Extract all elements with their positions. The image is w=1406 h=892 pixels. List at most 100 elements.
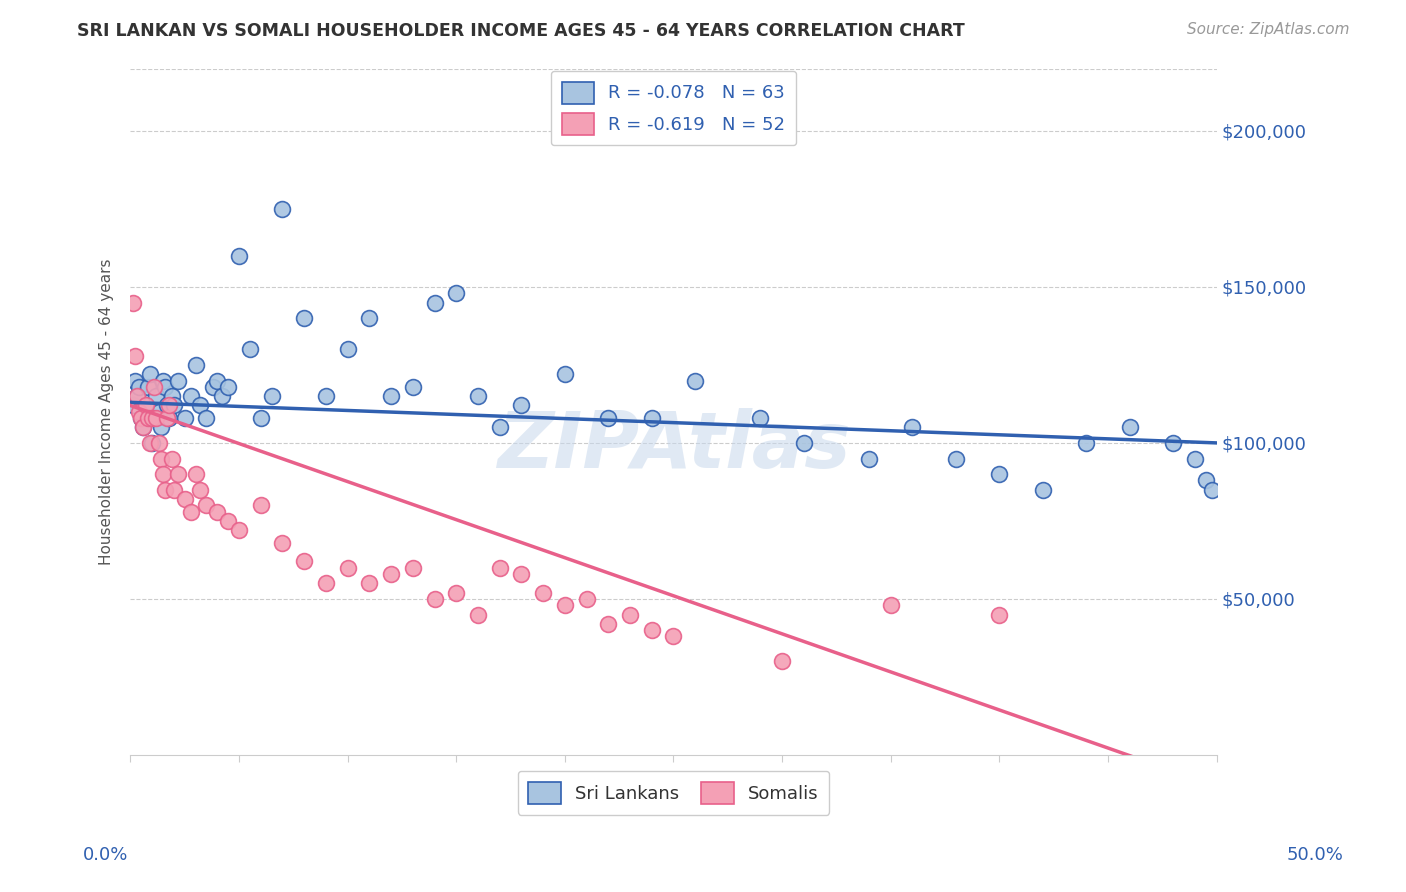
Point bbox=[195, 411, 218, 425]
Point bbox=[201, 380, 224, 394]
Point bbox=[152, 374, 174, 388]
Point bbox=[271, 535, 294, 549]
Point bbox=[149, 420, 172, 434]
Point bbox=[132, 420, 155, 434]
Point bbox=[292, 554, 315, 568]
Point bbox=[359, 576, 381, 591]
Point bbox=[1161, 436, 1184, 450]
Point bbox=[129, 411, 152, 425]
Text: ZIPAtlas: ZIPAtlas bbox=[496, 408, 851, 484]
Text: Source: ZipAtlas.com: Source: ZipAtlas.com bbox=[1187, 22, 1350, 37]
Point bbox=[336, 343, 359, 357]
Point bbox=[143, 380, 166, 394]
Point bbox=[1119, 420, 1142, 434]
Point bbox=[121, 295, 143, 310]
Point bbox=[749, 411, 772, 425]
Point bbox=[167, 374, 190, 388]
Point bbox=[1195, 474, 1218, 488]
Point bbox=[184, 467, 207, 482]
Y-axis label: Householder Income Ages 45 - 64 years: Householder Income Ages 45 - 64 years bbox=[100, 259, 114, 565]
Point bbox=[359, 311, 381, 326]
Point bbox=[988, 607, 1011, 622]
Point bbox=[167, 467, 190, 482]
Point bbox=[554, 368, 576, 382]
Point bbox=[315, 389, 337, 403]
Point bbox=[575, 591, 598, 606]
Point bbox=[173, 411, 195, 425]
Point bbox=[858, 451, 880, 466]
Point bbox=[159, 411, 181, 425]
Point bbox=[271, 202, 294, 216]
Point bbox=[135, 399, 157, 413]
Point bbox=[195, 498, 218, 512]
Point bbox=[211, 389, 233, 403]
Point bbox=[423, 295, 446, 310]
Point bbox=[598, 411, 620, 425]
Text: 0.0%: 0.0% bbox=[83, 846, 128, 863]
Point bbox=[793, 436, 815, 450]
Point bbox=[249, 411, 271, 425]
Point bbox=[641, 411, 664, 425]
Point bbox=[423, 591, 446, 606]
Point bbox=[380, 389, 402, 403]
Point bbox=[132, 420, 155, 434]
Point bbox=[163, 483, 186, 497]
Point bbox=[135, 399, 157, 413]
Point bbox=[163, 399, 186, 413]
Point bbox=[402, 560, 425, 574]
Point bbox=[125, 389, 148, 403]
Point bbox=[444, 585, 467, 599]
Point bbox=[467, 389, 489, 403]
Point bbox=[402, 380, 425, 394]
Point bbox=[770, 654, 793, 668]
Point bbox=[988, 467, 1011, 482]
Point bbox=[180, 504, 202, 518]
Point bbox=[467, 607, 489, 622]
Point bbox=[139, 368, 162, 382]
Point bbox=[207, 374, 229, 388]
Point bbox=[156, 411, 179, 425]
Point bbox=[228, 523, 250, 537]
Point bbox=[128, 405, 150, 419]
Point bbox=[149, 451, 172, 466]
Point bbox=[207, 504, 229, 518]
Point bbox=[554, 598, 576, 612]
Point bbox=[510, 399, 533, 413]
Point bbox=[141, 436, 163, 450]
Point bbox=[1076, 436, 1098, 450]
Point bbox=[217, 380, 239, 394]
Point bbox=[1184, 451, 1206, 466]
Point bbox=[901, 420, 924, 434]
Point bbox=[260, 389, 283, 403]
Point bbox=[159, 399, 181, 413]
Point bbox=[148, 405, 170, 419]
Point bbox=[188, 399, 211, 413]
Point bbox=[173, 491, 195, 506]
Point bbox=[217, 514, 239, 528]
Point bbox=[153, 483, 176, 497]
Point bbox=[128, 380, 150, 394]
Point bbox=[136, 380, 159, 394]
Point bbox=[683, 374, 706, 388]
Point bbox=[880, 598, 903, 612]
Point bbox=[662, 629, 685, 643]
Point bbox=[444, 286, 467, 301]
Point bbox=[136, 411, 159, 425]
Point bbox=[153, 380, 176, 394]
Point bbox=[124, 349, 146, 363]
Text: 50.0%: 50.0% bbox=[1286, 846, 1343, 863]
Point bbox=[152, 467, 174, 482]
Point bbox=[143, 411, 166, 425]
Point bbox=[188, 483, 211, 497]
Point bbox=[292, 311, 315, 326]
Point bbox=[488, 560, 510, 574]
Point bbox=[145, 411, 167, 425]
Point bbox=[125, 389, 148, 403]
Point bbox=[488, 420, 510, 434]
Point bbox=[1201, 483, 1223, 497]
Point bbox=[180, 389, 202, 403]
Point bbox=[121, 399, 143, 413]
Point bbox=[160, 389, 183, 403]
Text: SRI LANKAN VS SOMALI HOUSEHOLDER INCOME AGES 45 - 64 YEARS CORRELATION CHART: SRI LANKAN VS SOMALI HOUSEHOLDER INCOME … bbox=[77, 22, 965, 40]
Point bbox=[945, 451, 967, 466]
